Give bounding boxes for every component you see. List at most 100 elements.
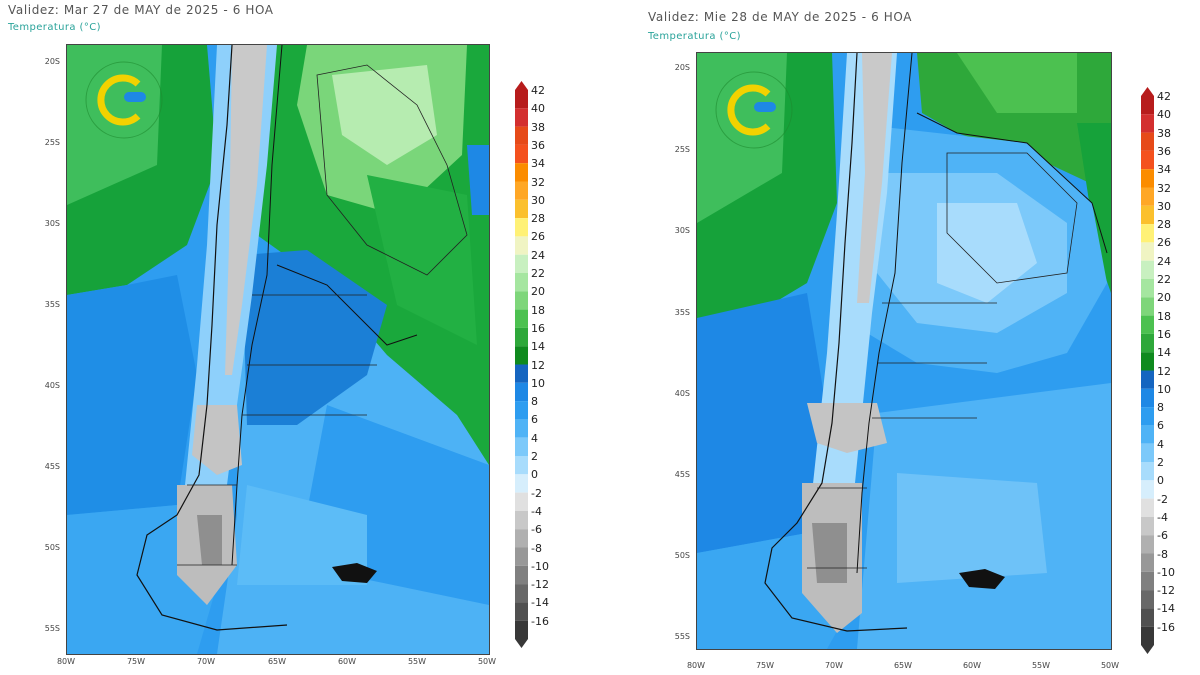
- colorbar-level-label: 18: [1157, 309, 1171, 323]
- lon-tick-label: 60W: [337, 657, 357, 666]
- colorbar-level-label: 2: [531, 450, 538, 463]
- colorbar-swatch: [515, 474, 528, 493]
- colorbar-swatch: [1141, 169, 1154, 188]
- colorbar-level-label: 8: [531, 395, 538, 409]
- colorbar-level-label: -2: [1157, 492, 1168, 506]
- colorbar-level-label: 36: [1157, 144, 1171, 158]
- colorbar-level-label: 14: [1157, 346, 1171, 360]
- colorbar-level-label: -14: [1157, 602, 1175, 616]
- colorbar-level-label: 16: [1157, 327, 1171, 341]
- colorbar-level-label: 40: [531, 102, 545, 116]
- colorbar-swatch: [515, 547, 528, 566]
- lat-tick-label: 35S: [674, 308, 690, 317]
- colorbar-level-label: -16: [531, 614, 549, 628]
- colorbar-level-label: 34: [1157, 163, 1171, 177]
- colorbar-level-label: -4: [531, 504, 542, 518]
- colorbar-swatch: [1141, 535, 1154, 554]
- logo-icon: [84, 60, 164, 144]
- colorbar-level-label: 36: [531, 138, 545, 152]
- colorbar-bottom-arrow: [515, 639, 528, 648]
- colorbar-swatch: [1141, 114, 1154, 133]
- colorbar-swatch: [515, 144, 528, 164]
- colorbar-swatch: [515, 584, 528, 603]
- colorbar-level-label: 22: [531, 267, 545, 280]
- colorbar-level-label: 38: [531, 120, 545, 134]
- colorbar-swatch: [1141, 370, 1154, 389]
- colorbar-swatch: [1141, 333, 1154, 353]
- colorbar-level-label: -2: [531, 486, 542, 500]
- colorbar-level-label: 6: [1157, 419, 1164, 433]
- colorbar-level-label: -12: [531, 578, 549, 592]
- lon-tick-label: 50W: [1100, 661, 1120, 670]
- colorbar-level-label: 42: [531, 84, 545, 97]
- temperature-field: [67, 45, 489, 654]
- lon-tick-label: 75W: [126, 657, 146, 666]
- colorbar-swatch: [515, 602, 528, 621]
- lat-tick-label: 45S: [674, 470, 690, 479]
- colorbar-swatch: [1141, 571, 1154, 591]
- colorbar-level-label: 30: [531, 193, 545, 207]
- lat-tick-label: 45S: [44, 462, 60, 471]
- lat-tick-label: 55S: [44, 624, 60, 633]
- colorbar-swatch: [515, 327, 528, 347]
- colorbar-level-label: 16: [531, 321, 545, 335]
- colorbar-swatch: [1141, 205, 1154, 225]
- colorbar-swatch: [515, 254, 528, 273]
- colorbar-level-label: 20: [531, 285, 545, 299]
- colorbar-swatch: [1141, 224, 1154, 243]
- colorbar-level-label: 24: [531, 248, 545, 262]
- colorbar-level-label: -12: [1157, 584, 1175, 598]
- colorbar-bottom-arrow: [1141, 645, 1154, 654]
- colorbar-level-label: 8: [1157, 401, 1164, 415]
- colorbar-swatch: [1141, 96, 1154, 115]
- colorbar-swatch: [1141, 443, 1154, 462]
- lat-tick-label: 20S: [674, 63, 690, 72]
- colorbar-swatch: [515, 291, 528, 310]
- colorbar-svg: [515, 81, 528, 648]
- colorbar-level-label: -8: [531, 541, 542, 555]
- colorbar-swatch: [515, 492, 528, 511]
- colorbar-level-label: 0: [1157, 474, 1164, 488]
- colorbar-level-label: 20: [1157, 291, 1171, 305]
- colorbar-swatch: [1141, 626, 1154, 645]
- colorbar-level-label: 30: [1157, 199, 1171, 213]
- lon-tick-label: 60W: [962, 661, 982, 670]
- colorbar-swatch: [515, 90, 528, 109]
- lon-tick-label: 50W: [477, 657, 497, 666]
- map-panel-right: Validez: Mie 28 de MAY de 2025 - 6 HOA T…: [640, 0, 1200, 675]
- colorbar-level-label: 12: [1157, 364, 1171, 378]
- logo-icon: [714, 70, 794, 154]
- lon-tick-label: 75W: [755, 661, 775, 670]
- colorbar-swatch: [1141, 407, 1154, 426]
- map-title: Validez: Mie 28 de MAY de 2025 - 6 HOA: [648, 10, 913, 24]
- colorbar-swatch: [515, 126, 528, 145]
- colorbar-swatch: [515, 510, 528, 530]
- colorbar-level-label: -6: [1157, 529, 1168, 543]
- colorbar-swatch: [515, 273, 528, 292]
- colorbar-level-label: 42: [1157, 90, 1171, 103]
- lon-tick-label: 70W: [196, 657, 216, 666]
- map-subtitle: Temperatura (°C): [8, 22, 101, 33]
- colorbar-level-label: 6: [531, 413, 538, 427]
- lon-tick-label: 80W: [686, 661, 706, 670]
- lat-tick-label: 55S: [674, 632, 690, 641]
- colorbar-level-label: -10: [1157, 565, 1175, 579]
- colorbar-swatch: [515, 163, 528, 182]
- colorbar-svg: [1141, 87, 1154, 654]
- lat-tick-label: 20S: [44, 57, 60, 66]
- colorbar-level-label: 2: [1157, 456, 1164, 469]
- temperature-map: [696, 52, 1112, 650]
- lon-tick-label: 80W: [56, 657, 76, 666]
- lat-tick-label: 50S: [674, 551, 690, 560]
- colorbar-swatch: [515, 620, 528, 639]
- colorbar-swatch: [1141, 260, 1154, 279]
- colorbar-level-label: 38: [1157, 126, 1171, 140]
- colorbar-swatch: [1141, 315, 1154, 334]
- colorbar-level-label: -6: [531, 523, 542, 537]
- colorbar-level-label: 28: [1157, 218, 1171, 232]
- colorbar-level-label: 10: [1157, 382, 1171, 396]
- colorbar-swatch: [515, 437, 528, 456]
- colorbar-swatch: [515, 364, 528, 383]
- colorbar-swatch: [515, 565, 528, 585]
- temperature-map: [66, 44, 490, 655]
